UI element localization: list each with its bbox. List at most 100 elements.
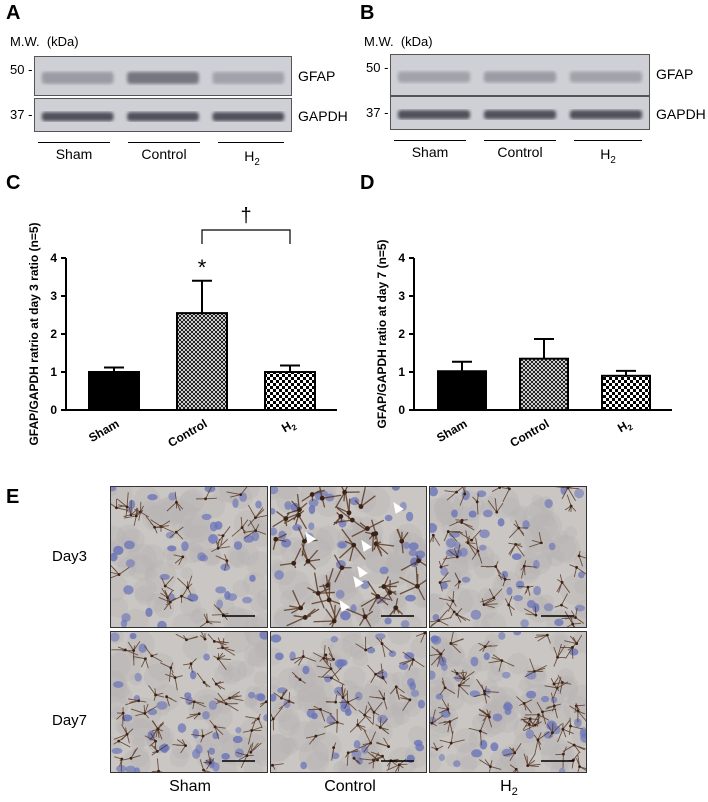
- astrocyte-soma: [192, 700, 196, 704]
- nucleus: [471, 749, 483, 758]
- astrocyte-soma: [228, 696, 232, 700]
- astrocyte-process: [316, 658, 340, 681]
- astrocyte-soma: [470, 538, 474, 542]
- nucleus: [513, 595, 523, 602]
- bar-chart-day3: 0 1 2 3 4 GFAP/GAPDH ratrio at day 3 ratio (n…: [27, 205, 337, 450]
- astrocyte-soma: [578, 765, 581, 769]
- nucleus: [111, 552, 118, 562]
- astrocyte-process: [529, 532, 542, 548]
- blot-band: [41, 112, 114, 122]
- astrocyte-soma: [572, 743, 576, 747]
- astrocyte-soma: [399, 538, 405, 544]
- astrocyte-soma: [319, 707, 322, 711]
- nucleus: [125, 765, 137, 772]
- nucleus: [134, 767, 141, 772]
- astrocyte-soma: [539, 541, 543, 545]
- astrocyte-process: [151, 720, 163, 740]
- astrocyte-soma: [446, 530, 450, 533]
- astrocyte-process: [480, 588, 503, 604]
- astrocyte-soma: [460, 521, 464, 524]
- astrocyte-process: [547, 723, 563, 738]
- astrocyte-soma: [305, 558, 311, 564]
- nucleus: [271, 527, 278, 536]
- astrocyte-process: [439, 677, 456, 696]
- astrocyte-soma: [322, 656, 326, 660]
- nucleus: [271, 634, 282, 643]
- astrocyte-process: [132, 501, 149, 521]
- astrocyte-process: [323, 709, 344, 733]
- astrocyte-soma: [309, 492, 315, 497]
- astrocyte-soma: [157, 769, 160, 772]
- astrocyte-process: [431, 646, 446, 667]
- astrocyte-soma: [571, 645, 574, 649]
- nucleus: [361, 745, 369, 754]
- nucleus: [129, 632, 137, 640]
- astrocyte-soma: [380, 642, 384, 646]
- astrocyte-soma: [449, 642, 453, 645]
- astrocyte-process: [247, 504, 267, 527]
- astrocyte-process: [308, 705, 333, 722]
- astrocyte-process: [564, 634, 583, 645]
- astrocyte-soma: [213, 725, 217, 729]
- astrocyte-process: [437, 698, 450, 715]
- astrocyte-soma: [224, 702, 228, 706]
- astrocyte-soma: [125, 732, 129, 736]
- astrocyte-soma: [362, 614, 368, 620]
- astrocyte-soma: [134, 514, 138, 518]
- nucleus: [440, 581, 448, 590]
- blot-band: [41, 71, 114, 84]
- astrocyte-soma: [394, 685, 398, 689]
- significance-dagger: †: [240, 205, 251, 227]
- astrocyte-process: [562, 741, 586, 754]
- astrocyte-soma: [575, 566, 578, 569]
- nucleus: [177, 723, 187, 733]
- nucleus: [233, 541, 243, 550]
- blot-band: [397, 110, 471, 120]
- y-tick-label: 3: [50, 289, 57, 303]
- astrocyte-process: [358, 730, 377, 753]
- astrocyte-soma: [437, 619, 440, 622]
- astrocyte-soma: [569, 504, 573, 508]
- astrocyte-soma: [460, 518, 464, 522]
- mw-label: M.W. (kDa): [364, 34, 433, 49]
- astrocyte-process: [111, 565, 130, 579]
- astrocyte-process: [116, 707, 125, 725]
- astrocyte-soma: [332, 746, 336, 750]
- nucleus: [192, 748, 201, 759]
- astrocyte-process: [283, 589, 306, 614]
- astrocyte-process: [123, 507, 144, 526]
- astrocyte-soma: [301, 655, 305, 658]
- astrocyte-soma: [551, 731, 554, 735]
- astrocyte-soma: [212, 639, 216, 643]
- nucleus: [413, 739, 423, 747]
- astrocyte-process: [396, 528, 409, 554]
- nucleus: [123, 585, 134, 595]
- nucleus: [546, 720, 557, 731]
- astrocyte-soma: [489, 765, 492, 768]
- astrocyte-process: [454, 572, 460, 589]
- nucleus: [541, 695, 550, 703]
- astrocyte-process: [373, 541, 395, 557]
- astrocyte-soma: [373, 531, 379, 536]
- nucleus: [248, 691, 256, 699]
- astrocyte-process: [271, 763, 284, 770]
- astrocyte-soma: [189, 662, 193, 666]
- lane-line: [218, 142, 284, 143]
- astrocyte-process: [544, 676, 569, 699]
- astrocyte-soma: [240, 526, 244, 529]
- astrocyte-soma: [513, 751, 517, 755]
- astrocyte-soma: [537, 713, 540, 717]
- astrocyte-process: [161, 576, 175, 592]
- astrocyte-soma: [301, 538, 307, 544]
- nucleus: [249, 574, 256, 582]
- nucleus: [513, 632, 522, 636]
- astrocyte-process: [177, 575, 193, 598]
- astrocyte-soma: [123, 648, 127, 652]
- nucleus: [212, 762, 220, 772]
- nucleus: [503, 702, 513, 711]
- astrocyte-soma: [302, 615, 308, 620]
- astrocyte-soma: [185, 638, 188, 642]
- astrocyte-soma: [153, 525, 157, 529]
- astrocyte-process: [338, 528, 366, 562]
- nucleus: [580, 727, 586, 737]
